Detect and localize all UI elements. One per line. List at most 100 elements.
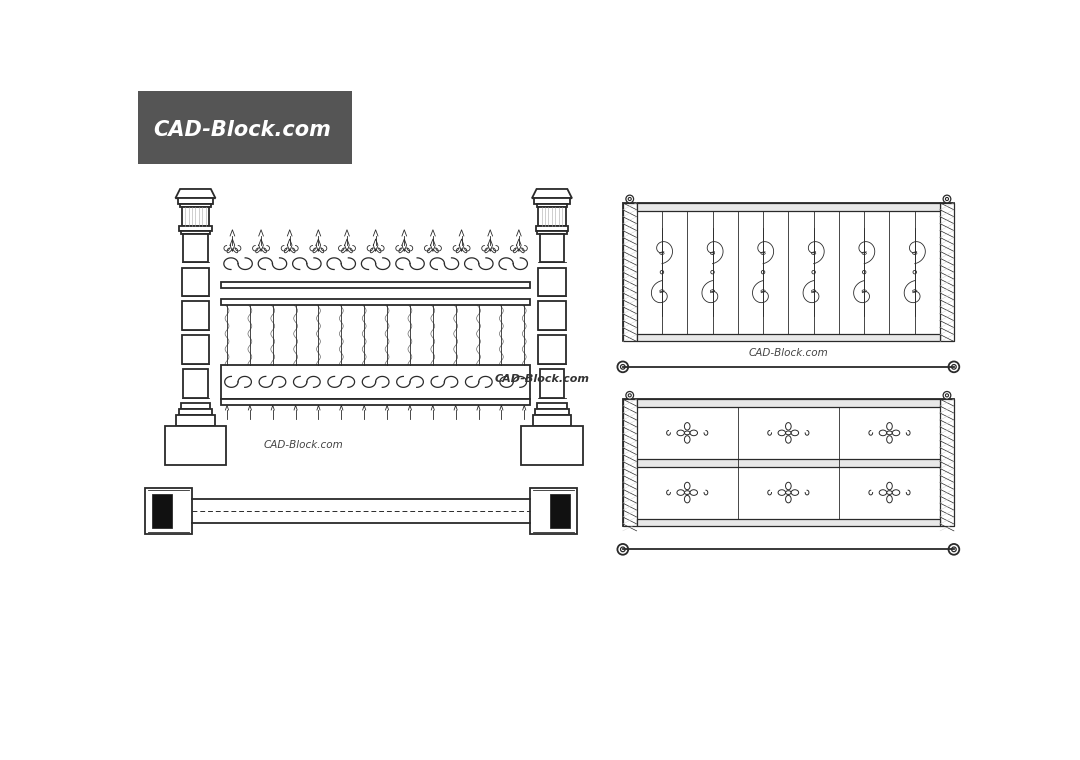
Text: CAD-Block.com: CAD-Block.com [748, 348, 828, 358]
Bar [220, 282, 530, 288]
Bar [178, 409, 213, 416]
Ellipse shape [785, 431, 792, 435]
Circle shape [626, 195, 634, 203]
Bar [623, 399, 954, 526]
Text: CAD-Block.com: CAD-Block.com [495, 374, 590, 385]
Ellipse shape [785, 491, 792, 495]
Bar [623, 203, 637, 341]
Bar [551, 494, 570, 527]
Circle shape [660, 271, 664, 274]
Circle shape [948, 544, 959, 555]
Bar [180, 230, 211, 233]
Circle shape [945, 198, 948, 201]
Bar [637, 203, 940, 211]
Ellipse shape [887, 435, 892, 443]
Ellipse shape [690, 430, 698, 435]
Ellipse shape [792, 430, 798, 435]
Bar [537, 204, 567, 207]
Ellipse shape [879, 489, 887, 496]
Bar [184, 233, 207, 262]
Circle shape [948, 362, 959, 372]
Bar [151, 494, 172, 527]
Bar [940, 203, 954, 341]
Bar [535, 198, 569, 204]
Circle shape [629, 394, 632, 397]
Bar [540, 233, 564, 262]
Bar [220, 399, 530, 405]
Bar [176, 416, 215, 426]
Circle shape [951, 365, 956, 369]
Bar [538, 207, 566, 226]
Bar [164, 426, 226, 464]
Ellipse shape [785, 496, 792, 503]
Circle shape [618, 544, 629, 555]
Ellipse shape [887, 423, 892, 430]
Bar [637, 518, 940, 526]
Bar [179, 226, 212, 230]
Polygon shape [532, 189, 572, 198]
Bar [181, 335, 210, 364]
Circle shape [943, 391, 950, 399]
Circle shape [626, 391, 634, 399]
Bar [146, 488, 191, 534]
Bar [184, 369, 207, 398]
Ellipse shape [778, 489, 785, 496]
Bar [637, 399, 940, 407]
Bar [540, 369, 564, 398]
Ellipse shape [887, 491, 892, 495]
Bar [220, 299, 530, 306]
Bar [940, 399, 954, 526]
Text: CAD-Block.com: CAD-Block.com [153, 120, 330, 140]
Bar [220, 365, 530, 399]
Circle shape [761, 271, 765, 274]
Bar [623, 203, 954, 341]
Bar [637, 334, 940, 341]
Circle shape [711, 271, 714, 274]
Circle shape [812, 271, 815, 274]
Ellipse shape [677, 489, 685, 496]
Bar [538, 302, 566, 330]
Bar [137, 91, 352, 164]
Ellipse shape [887, 431, 892, 435]
Ellipse shape [685, 496, 690, 503]
Bar [538, 335, 566, 364]
Bar [178, 198, 213, 204]
Ellipse shape [892, 430, 900, 435]
Bar [637, 459, 940, 467]
Ellipse shape [792, 489, 798, 496]
Bar [181, 302, 210, 330]
Bar [181, 268, 210, 296]
Circle shape [621, 365, 625, 369]
Ellipse shape [685, 435, 690, 443]
Circle shape [863, 271, 866, 274]
Bar [538, 230, 567, 233]
Circle shape [913, 271, 917, 274]
Circle shape [945, 394, 948, 397]
Ellipse shape [785, 423, 792, 430]
Polygon shape [175, 189, 216, 198]
Ellipse shape [887, 483, 892, 489]
Ellipse shape [892, 489, 900, 496]
Text: CAD-Block.com: CAD-Block.com [264, 440, 343, 451]
Bar [180, 204, 211, 207]
Ellipse shape [685, 483, 690, 489]
Bar [181, 207, 210, 226]
Ellipse shape [685, 431, 690, 435]
Bar [530, 488, 577, 534]
Ellipse shape [685, 491, 690, 495]
Ellipse shape [778, 430, 785, 435]
Ellipse shape [785, 435, 792, 443]
Ellipse shape [690, 489, 698, 496]
Circle shape [618, 362, 629, 372]
Bar [538, 403, 567, 409]
Ellipse shape [685, 423, 690, 430]
Circle shape [629, 198, 632, 201]
Bar [536, 226, 568, 230]
Circle shape [951, 547, 956, 552]
Bar [522, 426, 583, 464]
Ellipse shape [785, 483, 792, 489]
Circle shape [943, 195, 950, 203]
Bar [535, 409, 569, 416]
Bar [532, 416, 571, 426]
Ellipse shape [879, 430, 887, 435]
